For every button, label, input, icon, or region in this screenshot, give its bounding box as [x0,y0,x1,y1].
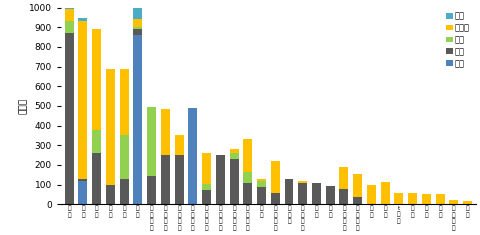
Bar [326,186,335,204]
Bar [65,9,74,21]
Bar [339,188,348,204]
Bar [353,197,362,204]
Bar [463,201,472,204]
Bar [147,107,156,176]
Bar [161,109,170,155]
Bar [202,184,211,190]
Bar [298,181,307,183]
Bar [65,33,74,204]
Bar [229,153,239,159]
Bar [216,155,225,204]
Bar [271,161,280,193]
Bar [312,183,321,204]
Bar [92,129,101,153]
Bar [106,185,115,204]
Bar [133,29,143,35]
Bar [271,193,280,204]
Bar [188,108,197,204]
Bar [133,35,143,204]
Bar [229,159,239,204]
Bar [229,149,239,153]
Bar [243,172,252,183]
Bar [243,183,252,204]
Bar [147,176,156,204]
Bar [161,155,170,204]
Bar [120,69,129,136]
Bar [133,8,143,20]
Bar [449,200,458,204]
Bar [202,153,211,184]
Bar [436,195,444,204]
Bar [202,190,211,204]
Bar [381,182,390,204]
Bar [257,187,266,204]
Bar [395,192,403,204]
Bar [175,155,183,204]
Bar [408,192,417,204]
Bar [422,195,431,204]
Bar [92,29,101,129]
Bar [285,179,293,204]
Bar [243,139,252,172]
Legend: 其它, 太阳能, 风电, 火电, 水电: 其它, 太阳能, 风电, 火电, 水电 [444,10,472,70]
Bar [120,179,129,204]
Bar [133,20,143,27]
Bar [79,179,87,181]
Bar [65,21,74,33]
Bar [257,179,266,181]
Bar [133,27,143,29]
Bar [106,69,115,185]
Bar [92,153,101,204]
Bar [65,8,74,9]
Bar [367,185,376,204]
Bar [257,181,266,187]
Bar [79,21,87,179]
Bar [120,136,129,179]
Bar [298,183,307,204]
Bar [353,174,362,197]
Bar [79,19,87,21]
Bar [79,181,87,204]
Y-axis label: 万千瓦: 万千瓦 [19,98,27,114]
Bar [339,167,348,188]
Bar [175,136,183,155]
